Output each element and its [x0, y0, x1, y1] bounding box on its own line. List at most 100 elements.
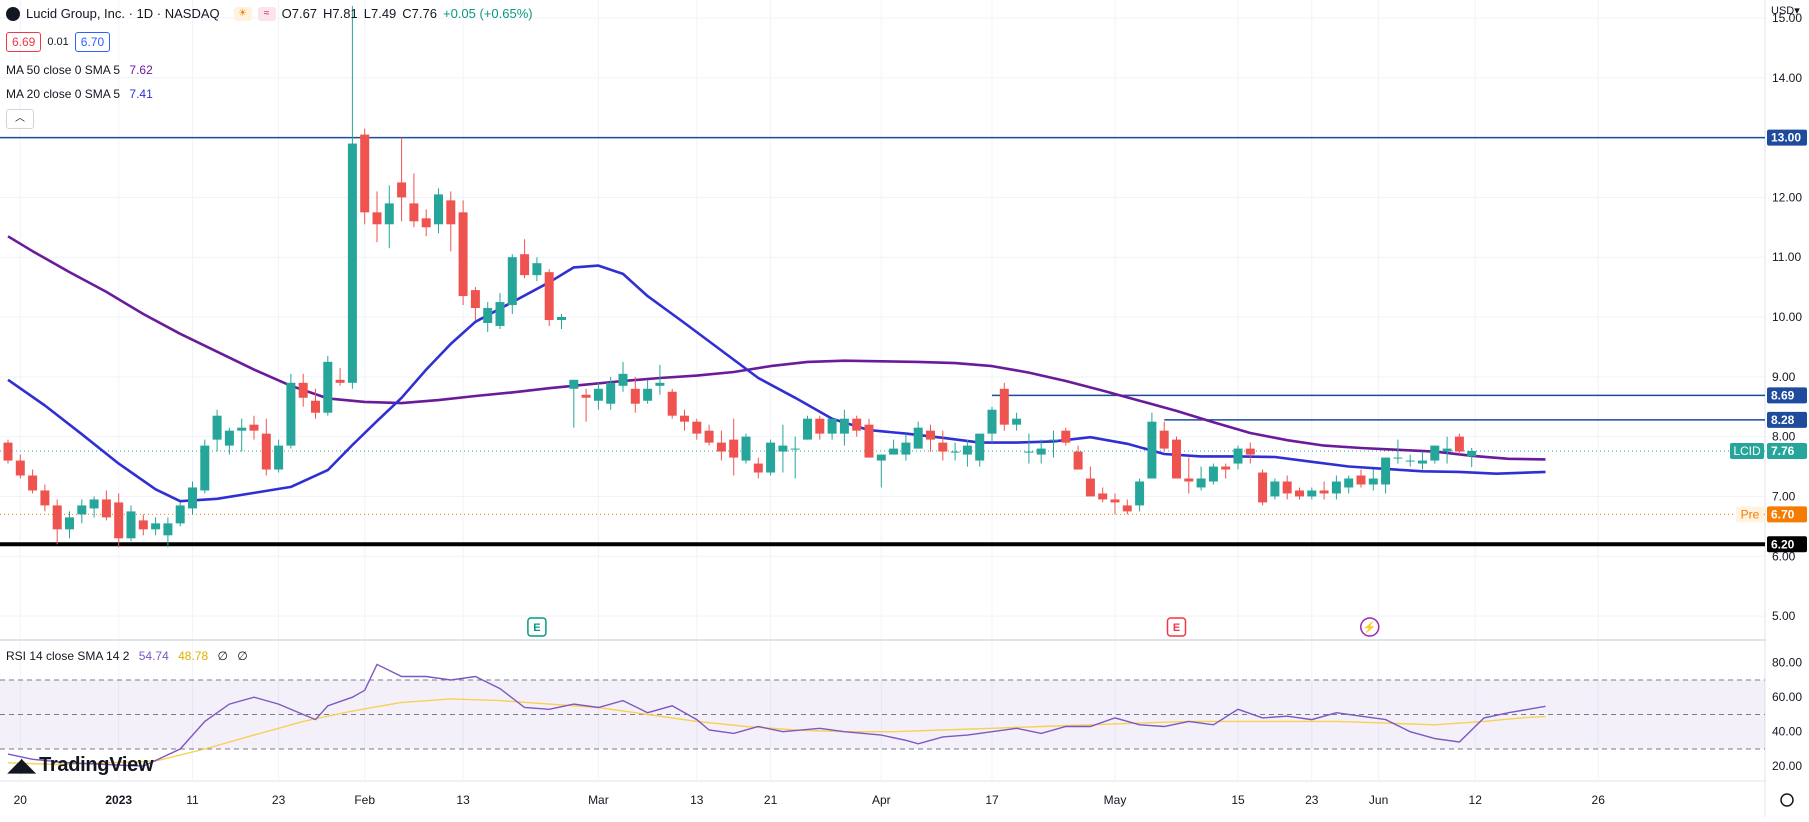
- settings-gear-icon[interactable]: [1780, 793, 1794, 807]
- candle: [323, 355, 333, 416]
- candle: [1454, 433, 1464, 455]
- pre-price-tag-bg: [1767, 506, 1807, 523]
- price-tag-8.28-bg: [1767, 411, 1807, 428]
- ma20-legend[interactable]: MA 20 close 0 SMA 5 7.41: [6, 87, 153, 101]
- buy-button[interactable]: 6.70: [74, 32, 111, 52]
- candle: [1368, 469, 1378, 491]
- candle: [852, 415, 862, 437]
- pre-tag: Pre: [1736, 506, 1764, 523]
- time-tick-label: 11: [186, 793, 199, 807]
- collapse-legend-button[interactable]: ︿: [6, 109, 34, 129]
- candle-body: [901, 442, 911, 455]
- candle: [667, 388, 677, 419]
- data-status-icon[interactable]: ≈: [257, 6, 276, 21]
- candle-body: [212, 415, 222, 440]
- lucid-logo-icon: [6, 6, 20, 21]
- candle-body: [1098, 493, 1108, 500]
- symbol-tag: LCID: [1730, 442, 1764, 459]
- candle: [138, 514, 148, 536]
- candle-body: [1418, 460, 1427, 464]
- candle-body: [704, 430, 714, 443]
- candle: [1233, 445, 1243, 470]
- candle: [28, 469, 38, 494]
- currency-selector[interactable]: USD▾: [1771, 4, 1800, 17]
- candle-body: [557, 317, 566, 320]
- candle: [1319, 481, 1329, 500]
- candle-body: [1208, 466, 1218, 482]
- rsi-legend[interactable]: RSI 14 close SMA 14 2 54.74 48.78 ∅ ∅: [6, 649, 248, 663]
- candle: [1467, 448, 1477, 468]
- candle: [753, 457, 763, 479]
- candle-body: [1135, 481, 1145, 506]
- candle-body: [360, 134, 370, 213]
- candle-body: [680, 415, 689, 422]
- currency-label: USD: [1771, 5, 1795, 17]
- candle-body: [593, 388, 603, 401]
- candle-body: [163, 523, 173, 536]
- candle: [384, 185, 394, 249]
- candle-body: [520, 254, 530, 276]
- ma50-legend[interactable]: MA 50 close 0 SMA 5 7.62: [6, 63, 153, 77]
- candle: [778, 424, 788, 473]
- candle-body: [372, 212, 382, 225]
- price-tag-6.20-bg: [1767, 536, 1807, 553]
- candle: [163, 517, 173, 548]
- candle: [3, 439, 13, 464]
- candle-body: [692, 421, 702, 434]
- candle-body: [1258, 472, 1268, 503]
- candle-body: [65, 517, 74, 530]
- market-status-icon[interactable]: ☀: [233, 6, 252, 21]
- candle-body: [1295, 490, 1304, 497]
- price-tick-label: 5.00: [1772, 609, 1796, 623]
- candle: [470, 287, 480, 320]
- candle: [1245, 442, 1255, 464]
- rsi-label: RSI 14 close SMA 14 2: [6, 649, 130, 663]
- candle-body: [1454, 436, 1464, 452]
- candle-body: [1405, 460, 1415, 462]
- symbol-tag-bg: [1730, 442, 1764, 459]
- moving-average-lines: [7, 235, 1546, 503]
- dividend-event-marker: ⚡: [1360, 617, 1380, 637]
- time-tick-label: 23: [272, 793, 286, 807]
- candle-body: [1442, 448, 1452, 452]
- candle: [704, 424, 714, 446]
- candle-body: [421, 218, 431, 228]
- tradingview-logo[interactable]: ◢◣ TradingView: [8, 754, 154, 777]
- candle-body: [1245, 448, 1255, 455]
- candle: [126, 505, 136, 542]
- candle-body: [1393, 457, 1403, 459]
- rsi-tick-label: 20.00: [1772, 759, 1802, 773]
- sell-button[interactable]: 6.69: [6, 32, 42, 52]
- earnings-event-marker: E: [1166, 617, 1187, 637]
- candle: [372, 191, 382, 243]
- candle-body: [1085, 478, 1095, 497]
- candle-body: [507, 257, 517, 306]
- candle: [1221, 463, 1231, 479]
- candle-body: [741, 436, 751, 461]
- candle: [77, 499, 87, 524]
- candle-body: [409, 203, 419, 222]
- candle: [655, 364, 665, 395]
- symbol-title[interactable]: Lucid Group, Inc. · 1D · NASDAQ: [26, 6, 220, 21]
- candle-body: [999, 388, 1009, 425]
- candle: [827, 418, 837, 440]
- price-tag-8.69: 8.69: [1767, 387, 1807, 404]
- time-tick-label: 23: [1305, 793, 1319, 807]
- candle-body: [101, 499, 111, 518]
- price-tick-label: 11.00: [1772, 250, 1801, 264]
- candle: [741, 433, 751, 464]
- ma20-value: 7.41: [129, 87, 153, 101]
- candle: [507, 254, 517, 315]
- price-tag-8.28-text: 8.28: [1771, 413, 1795, 427]
- candle: [175, 502, 185, 527]
- candle-body: [52, 505, 62, 530]
- candle-body: [347, 143, 357, 383]
- candle: [901, 433, 911, 461]
- event-label: ⚡: [1363, 621, 1377, 634]
- candle-body: [1110, 499, 1120, 503]
- candle-body: [753, 463, 763, 473]
- candle: [1381, 457, 1391, 494]
- candle-body: [766, 442, 776, 473]
